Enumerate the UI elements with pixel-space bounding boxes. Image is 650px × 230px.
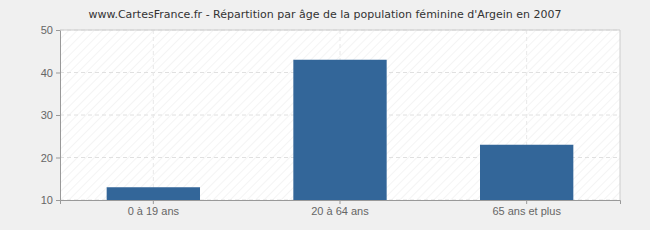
y-tick-mark [56,158,60,159]
y-axis-line [56,31,61,201]
bars [107,60,574,200]
x-tick: 0 à 19 ans [128,200,180,217]
y-axis: 10 20 30 40 50 [41,24,61,206]
grid-line [153,30,154,200]
x-axis: 0 à 19 ans 20 à 64 ans 65 ans et plus [61,200,621,217]
bar [480,145,573,200]
bar [293,60,386,200]
frame [620,30,621,200]
x-tick-mark [526,200,527,204]
plot-area [60,30,620,200]
y-tick-mark [56,73,60,74]
y-tick-label: 30 [41,109,53,121]
frame [60,30,620,31]
y-tick-label: 40 [41,67,53,79]
x-tick-label: 20 à 64 ans [311,205,369,217]
grid-line [60,30,620,31]
x-tick: 20 à 64 ans [311,200,369,217]
y-tick: 30 [41,109,60,121]
y-tick: 50 [41,24,60,36]
y-tick-label: 20 [41,152,53,164]
plot: 10 20 30 40 50 0 à 19 ans 20 à 64 ans 65 ans et… [41,24,621,217]
grid [60,30,620,200]
x-tick-label: 65 ans et plus [492,205,561,217]
y-tick: 10 [41,194,60,206]
x-tick-mark [340,200,341,204]
y-tick-mark [56,200,60,201]
y-tick-mark [56,30,60,31]
y-tick: 20 [41,152,60,164]
y-tick-label: 10 [41,194,53,206]
y-tick-label: 50 [41,24,53,36]
y-tick: 40 [41,67,60,79]
chart: www.CartesFrance.fr - Répartition par âg… [0,0,650,230]
y-tick-mark [56,115,60,116]
title: www.CartesFrance.fr - Répartition par âg… [88,8,561,21]
x-tick-mark [153,200,154,204]
x-tick: 65 ans et plus [492,200,561,217]
x-axis-line [61,201,621,205]
bar [107,187,200,200]
x-tick-label: 0 à 19 ans [128,205,180,217]
background [0,0,650,230]
